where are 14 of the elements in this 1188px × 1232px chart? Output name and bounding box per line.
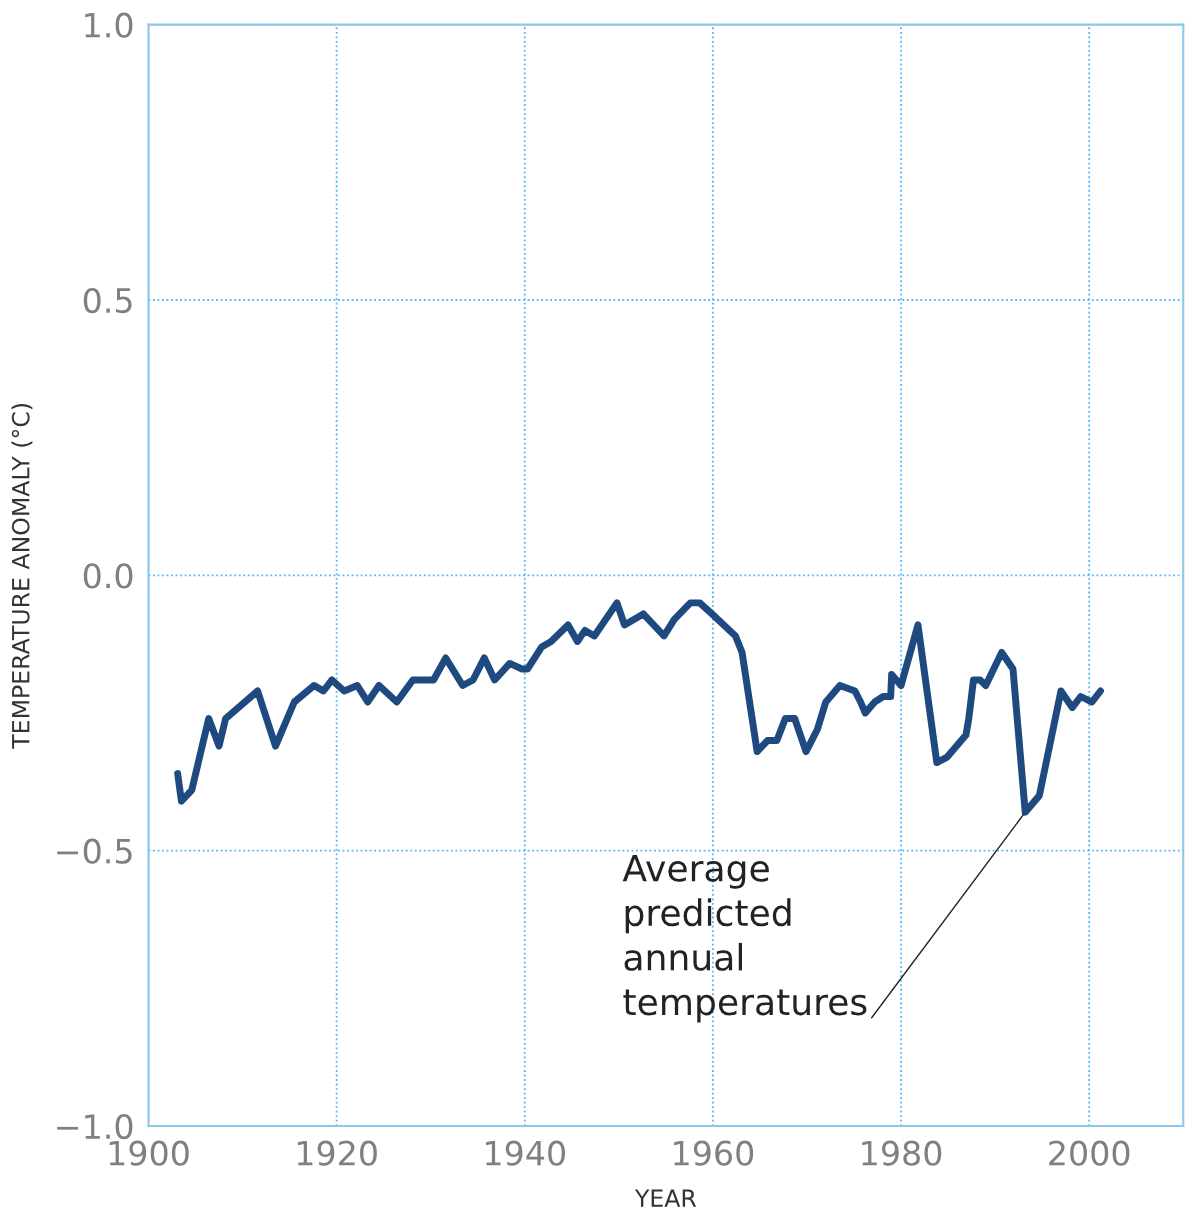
x-tick-label: 1960 (674, 1140, 754, 1166)
y-axis-title: TEMPERATURE ANOMALY (°C) (11, 403, 33, 749)
x-tick-label: 1980 (862, 1140, 942, 1166)
y-tick-label: 0.5 (83, 287, 132, 314)
x-tick-label: 1940 (486, 1140, 565, 1166)
x-tick-label: 1920 (297, 1140, 377, 1166)
x-axis-title: YEAR (634, 1189, 697, 1207)
x-tick-label: 2000 (1049, 1140, 1130, 1166)
y-tick-label: −0.5 (57, 838, 132, 864)
x-tick-label: 1900 (109, 1140, 189, 1166)
y-tick-label: −1.0 (57, 1113, 133, 1140)
y-tick-label: 1.0 (85, 12, 133, 38)
annotation: Average predicted annual temperatures (622, 854, 867, 1023)
y-tick-label: 0.0 (83, 563, 133, 589)
